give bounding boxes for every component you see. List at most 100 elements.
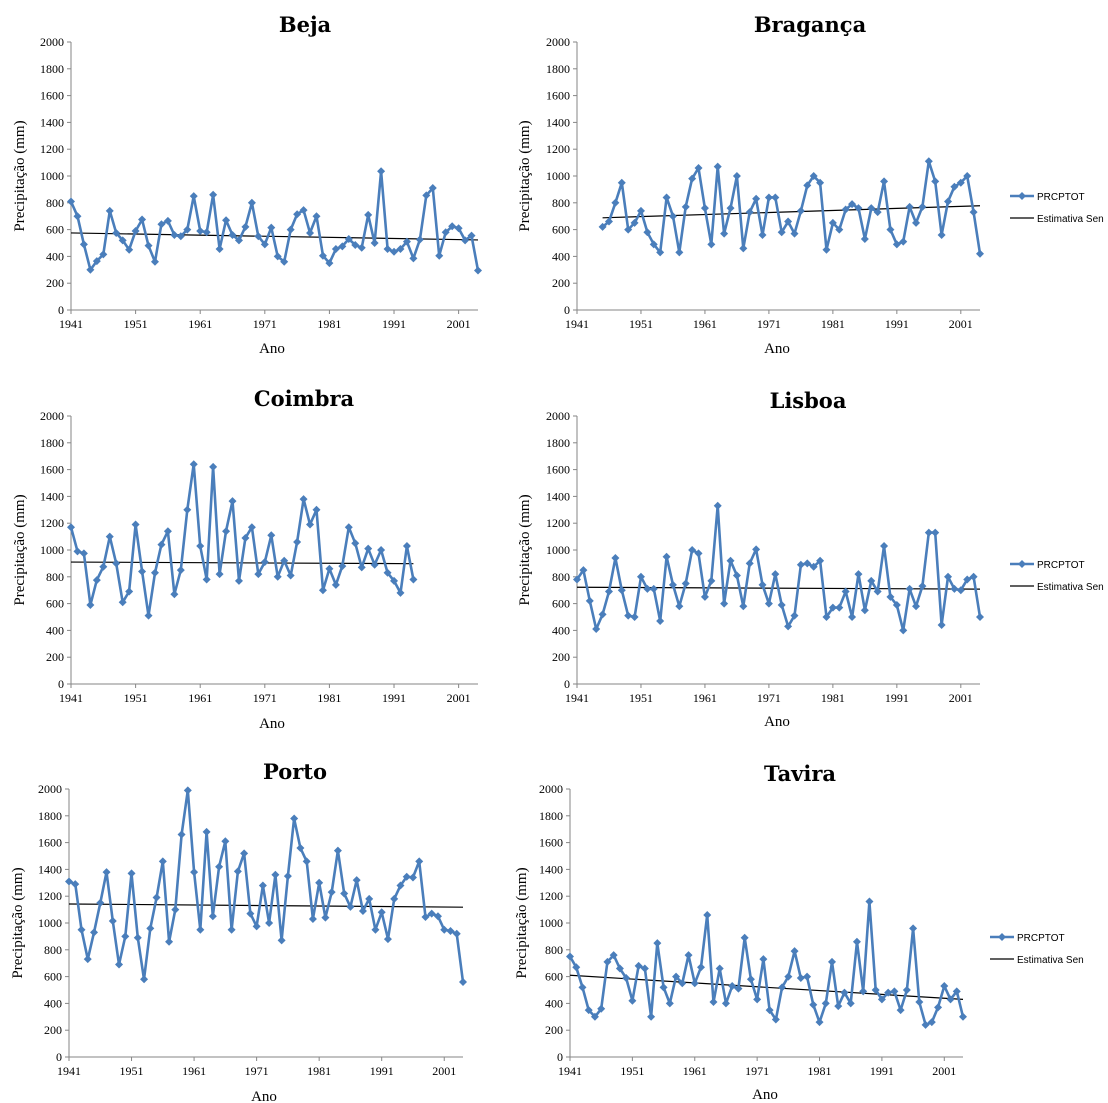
- prcptot-point: [422, 191, 431, 200]
- prcptot-point: [771, 570, 780, 579]
- prcptot-point: [597, 1004, 606, 1013]
- prcptot-point: [427, 909, 436, 918]
- prcptot-point: [234, 236, 243, 245]
- y-tick-label: 1000: [40, 543, 64, 557]
- y-tick-label: 1400: [546, 115, 570, 129]
- x-axis-label: Ano: [251, 1089, 277, 1103]
- prcptot-point: [196, 226, 205, 235]
- y-tick-label: 2000: [40, 409, 64, 423]
- prcptot-point: [752, 194, 761, 203]
- prcptot-point: [592, 625, 601, 634]
- prcptot-point: [713, 162, 722, 171]
- prcptot-point: [183, 225, 192, 234]
- y-tick-label: 200: [44, 1023, 62, 1037]
- prcptot-point: [125, 587, 134, 596]
- prcptot-point: [835, 603, 844, 612]
- prcptot-point: [293, 210, 302, 219]
- prcptot-point: [796, 973, 805, 982]
- prcptot-point: [822, 613, 831, 621]
- prcptot-point: [585, 596, 594, 605]
- prcptot-point: [790, 611, 799, 620]
- prcptot-point: [959, 1012, 967, 1021]
- y-tick-label: 1000: [40, 169, 64, 183]
- prcptot-point: [728, 981, 737, 990]
- x-tick-label: 1981: [821, 691, 845, 705]
- prcptot-point: [99, 250, 108, 259]
- chart-5: Tavira 0 200 400 600 800 1000 1200 1400 1600 1800 2…: [514, 761, 1084, 1103]
- prcptot-point: [71, 880, 80, 889]
- prcptot-point: [254, 232, 263, 241]
- prcptot-point: [643, 228, 652, 237]
- prcptot-point: [118, 598, 127, 607]
- prcptot-point: [344, 523, 353, 532]
- prcptot-point: [86, 600, 95, 609]
- legend-prcptot-label: PRCPTOT: [1017, 933, 1065, 944]
- prcptot-point: [446, 927, 455, 936]
- prcptot-point: [247, 198, 256, 207]
- x-tick-label: 1971: [745, 1064, 769, 1078]
- prcptot-point: [865, 897, 874, 906]
- prcptot-point: [841, 205, 850, 214]
- prcptot-point: [331, 580, 340, 589]
- prcptot-point: [440, 925, 449, 934]
- y-tick-label: 1200: [40, 142, 64, 156]
- prcptot-series-line: [575, 504, 982, 632]
- prcptot-point: [73, 212, 82, 221]
- prcptot-point: [944, 197, 953, 206]
- prcptot-point: [905, 202, 914, 211]
- prcptot-point: [860, 606, 869, 615]
- prcptot-point: [697, 963, 705, 972]
- legend: PRCPTOT Estimativa Sen: [990, 933, 1084, 966]
- y-tick-label: 1800: [546, 62, 570, 76]
- y-tick-label: 0: [58, 303, 64, 317]
- prcptot-point: [228, 230, 237, 239]
- prcptot-point: [854, 570, 863, 579]
- prcptot-point: [764, 599, 773, 608]
- prcptot-point: [165, 937, 174, 946]
- y-tick-label: 400: [552, 623, 570, 637]
- prcptot-point: [790, 947, 799, 956]
- x-tick-label: 1951: [629, 691, 653, 705]
- prcptot-point: [778, 983, 787, 992]
- prcptot-point: [241, 533, 250, 542]
- prcptot-point: [892, 600, 901, 609]
- x-tick-label: 1941: [57, 1064, 81, 1078]
- prcptot-point: [105, 206, 114, 215]
- prcptot-point: [927, 1018, 936, 1027]
- prcptot-point: [566, 952, 574, 961]
- y-axis-label: Precipitação (mm): [10, 867, 26, 978]
- prcptot-point: [267, 531, 276, 540]
- y-tick-label: 400: [545, 996, 563, 1010]
- prcptot-point: [221, 837, 230, 846]
- prcptot-point: [293, 537, 302, 546]
- chart-2: Coimbra 0 200 400 600 800 1000 1200 1400 1600 1800…: [12, 386, 478, 732]
- x-tick-label: 1941: [59, 691, 83, 705]
- prcptot-point: [364, 544, 373, 553]
- prcptot-point: [873, 208, 882, 217]
- prcptot-point: [846, 999, 855, 1008]
- prcptot-point: [752, 545, 761, 554]
- prcptot-point: [448, 222, 457, 231]
- y-tick-label: 1600: [40, 89, 64, 103]
- prcptot-point: [877, 995, 886, 1004]
- prcptot-point: [758, 580, 767, 589]
- prcptot-point: [252, 922, 261, 931]
- prcptot-point: [899, 626, 908, 635]
- prcptot-point: [286, 571, 295, 580]
- x-axis-label: Ano: [259, 341, 285, 357]
- prcptot-point: [73, 547, 82, 556]
- prcptot-point: [83, 955, 92, 964]
- x-tick-label: 1971: [253, 317, 277, 331]
- y-tick-label: 1800: [38, 809, 62, 823]
- prcptot-point: [131, 520, 140, 529]
- prcptot-point: [976, 613, 984, 621]
- prcptot-point: [963, 575, 972, 584]
- prcptot-point: [934, 1003, 943, 1012]
- prcptot-point: [604, 217, 613, 226]
- prcptot-point: [428, 184, 437, 193]
- prcptot-point: [402, 237, 411, 246]
- prcptot-point: [96, 898, 105, 907]
- prcptot-point: [202, 228, 211, 237]
- prcptot-point: [370, 239, 379, 247]
- prcptot-point: [622, 973, 631, 982]
